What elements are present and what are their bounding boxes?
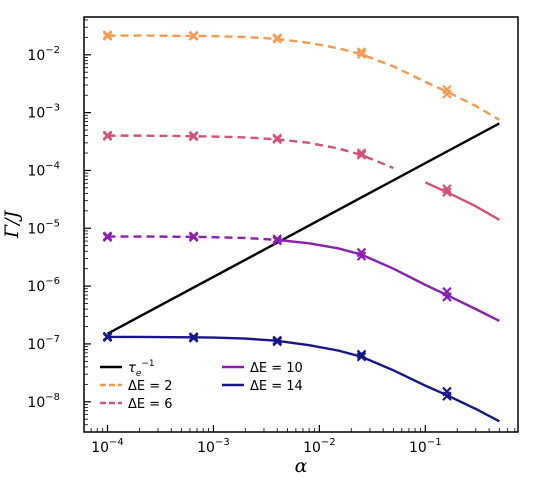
data-marker: [356, 47, 367, 57]
series-0: [106, 122, 500, 335]
legend-label: ΔE = 6: [128, 397, 173, 412]
series-line-solid: [424, 181, 500, 221]
data-marker: [272, 235, 282, 246]
data-marker: [442, 84, 452, 95]
plot-area: [102, 30, 500, 423]
x-axis-label: α: [295, 455, 308, 477]
series-2: [102, 130, 500, 221]
series-1: [102, 30, 500, 121]
data-marker: [356, 349, 367, 360]
series-line: [107, 335, 500, 423]
data-marker: [188, 30, 199, 41]
data-marker: [356, 247, 367, 258]
legend-entry: ΔE = 2: [100, 379, 173, 394]
series-line-dashed: [107, 134, 394, 170]
data-marker: [356, 148, 367, 158]
legend-label: ΔE = 2: [128, 379, 173, 394]
legend-entry: ΔE = 6: [100, 397, 173, 412]
plot-frame: [83, 16, 519, 433]
data-marker: [356, 251, 367, 261]
data-marker: [442, 187, 452, 198]
y-axis-label: Γ/J: [1, 210, 23, 240]
data-marker: [356, 150, 367, 160]
legend-entry: ΔE = 14: [222, 379, 303, 394]
legend: τe−1ΔE = 2 ΔE = 6 ΔE = 10 ΔE = 14: [100, 359, 303, 412]
data-marker: [102, 331, 113, 342]
data-marker: [188, 130, 199, 141]
data-marker: [442, 184, 452, 194]
data-marker: [102, 30, 113, 40]
legend-label: ΔE = 10: [250, 361, 303, 376]
data-marker: [102, 130, 113, 141]
series-line-dashed: [107, 235, 278, 242]
data-marker: [442, 286, 452, 297]
data-marker: [188, 332, 199, 342]
data-marker: [272, 33, 282, 43]
series-line: [106, 122, 500, 335]
data-marker: [272, 133, 282, 144]
legend-label: ΔE = 14: [250, 379, 303, 394]
series-3: [102, 231, 500, 322]
legend-entry: τe−1: [100, 359, 155, 379]
data-marker: [442, 386, 452, 397]
series-4: [102, 331, 500, 423]
data-marker: [188, 231, 199, 241]
data-marker: [272, 234, 282, 244]
series-line-dashed: [107, 34, 500, 121]
data-marker: [272, 335, 282, 346]
data-marker: [102, 231, 113, 241]
legend-label: τe−1: [128, 359, 155, 379]
data-marker: [356, 351, 367, 362]
data-marker: [356, 49, 367, 60]
series-line-solid: [277, 238, 500, 322]
legend-entry: ΔE = 10: [222, 361, 303, 376]
